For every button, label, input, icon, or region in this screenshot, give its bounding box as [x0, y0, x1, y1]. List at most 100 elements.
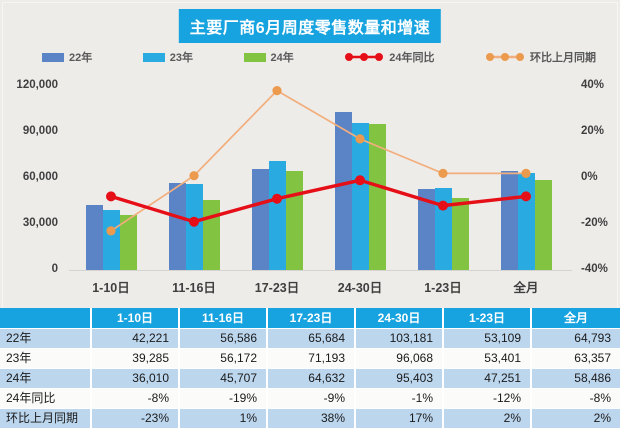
- table-cell-r0-c5: 64,793: [532, 329, 620, 349]
- x-axis-label-c5: 全月: [513, 281, 539, 295]
- table-cell-r4-c2: 38%: [268, 409, 356, 429]
- bar-y22-c4: [417, 188, 435, 270]
- bar-y24-c0: [119, 214, 137, 270]
- right-axis-tick: 20%: [581, 125, 605, 137]
- table-cell-r1-c2: 71,193: [268, 349, 356, 369]
- bar-y24-c3: [368, 123, 386, 270]
- table-header-cell-c2: 11-16日: [180, 308, 268, 329]
- x-axis-label-c1: 11-16日: [172, 281, 216, 295]
- x-axis-line: [69, 270, 572, 271]
- chart-legend: 22年 23年 24年 24年同比 环比上月同期: [42, 48, 596, 66]
- x-axis-label-c0: 1-10日: [92, 281, 130, 295]
- table-cell-r0-c0: 42,221: [92, 329, 180, 349]
- legend-bar-swatch-icon: [243, 52, 266, 62]
- legend-label-mom: 环比上月同期: [530, 52, 596, 64]
- table-cell-r0-c1: 56,586: [180, 329, 268, 349]
- bar-y23-c4: [434, 188, 452, 270]
- table-cell-r0-c3: 103,181: [356, 329, 444, 349]
- legend-item-y24: 24年: [243, 49, 294, 65]
- table-header-cell-c1: 1-10日: [92, 308, 180, 329]
- page-title: 主要厂商6月周度零售数量和增速: [178, 9, 442, 43]
- right-axis-tick: 0%: [581, 171, 598, 183]
- bar-y23-c0: [102, 209, 120, 270]
- bar-y23-c3: [351, 122, 369, 270]
- yoy-point-c0: [106, 191, 116, 202]
- table-cell-r2-c1: 45,707: [180, 369, 268, 389]
- table-row-label-r1: 23年: [0, 349, 92, 369]
- table-cell-r2-c2: 64,632: [268, 369, 356, 389]
- table-row-label-r3: 24年同比: [0, 389, 92, 409]
- bar-y24-c5: [534, 180, 552, 270]
- table-cell-r4-c1: 1%: [180, 409, 268, 429]
- legend-label-y24: 24年: [270, 52, 294, 64]
- legend-line-swatch-icon: [345, 53, 384, 61]
- table-cell-r4-c0: -23%: [92, 409, 180, 429]
- table-row-label-r0: 22年: [0, 329, 92, 349]
- table-cell-r4-c4: 2%: [444, 409, 532, 429]
- table-cell-r3-c1: -19%: [180, 389, 268, 409]
- x-axis-label-c2: 17-23日: [254, 281, 300, 295]
- table-header-cell-c6: 全月: [532, 308, 620, 329]
- legend-item-mom: 环比上月同期: [485, 49, 596, 65]
- table-row-label-r4: 环比上月同期: [0, 409, 92, 429]
- legend-label-y23: 23年: [169, 52, 193, 64]
- bar-y22-c1: [168, 183, 186, 270]
- table-cell-r0-c2: 65,684: [268, 329, 356, 349]
- table-cell-r0-c4: 53,109: [444, 329, 532, 349]
- left-axis-tick: 90,000: [22, 125, 58, 137]
- table-cell-r1-c0: 39,285: [92, 349, 180, 369]
- mom-point-c4: [438, 168, 448, 178]
- table-cell-r1-c1: 56,172: [180, 349, 268, 369]
- left-axis-tick: 60,000: [22, 171, 58, 183]
- table-header-cell-c5: 1-23日: [444, 308, 532, 329]
- table-cell-r4-c5: 2%: [532, 409, 620, 429]
- bar-y24-c2: [285, 170, 303, 270]
- table-cell-r2-c3: 95,403: [356, 369, 444, 389]
- table-cell-r3-c5: -8%: [532, 389, 620, 409]
- table-header-cell-c4: 24-30日: [356, 308, 444, 329]
- bar-y24-c4: [451, 197, 469, 270]
- right-axis-tick: -40%: [581, 263, 608, 275]
- bar-y24-c1: [202, 199, 220, 270]
- table-cell-r1-c5: 63,357: [532, 349, 620, 369]
- bar-y22-c5: [500, 170, 518, 270]
- x-axis-label-c3: 24-30日: [337, 281, 383, 295]
- right-axis-tick: -20%: [581, 217, 608, 229]
- legend-label-y22: 22年: [69, 52, 93, 64]
- table-cell-r3-c4: -12%: [444, 389, 532, 409]
- x-axis-label-c4: 1-23日: [424, 281, 462, 295]
- table-cell-r2-c0: 36,010: [92, 369, 180, 389]
- bar-y22-c3: [334, 111, 352, 270]
- table-cell-r3-c3: -1%: [356, 389, 444, 409]
- legend-item-y22: 22年: [42, 49, 92, 65]
- table-row-label-r2: 24年: [0, 369, 92, 389]
- table-header-cell-c0: [0, 308, 92, 329]
- table-cell-r3-c2: -9%: [268, 389, 356, 409]
- bar-y23-c5: [517, 172, 535, 270]
- legend-line-swatch-icon: [486, 53, 524, 61]
- table-header-cell-c3: 17-23日: [268, 308, 356, 329]
- table-cell-r2-c5: 58,486: [532, 369, 620, 389]
- mom-point-c2: [272, 86, 282, 96]
- table-cell-r4-c3: 17%: [356, 409, 444, 429]
- bar-y23-c2: [268, 160, 286, 270]
- data-table: 1-10日 11-16日 17-23日 24-30日 1-23日 全月 22年 42,221 5…: [0, 308, 620, 429]
- bar-y23-c1: [185, 183, 203, 270]
- bar-y22-c0: [85, 205, 103, 270]
- table-cell-r1-c3: 96,068: [356, 349, 444, 369]
- left-axis-tick: 30,000: [22, 217, 58, 229]
- table-cell-r3-c0: -8%: [92, 389, 180, 409]
- bar-y22-c2: [251, 169, 269, 270]
- right-axis-tick: 40%: [581, 79, 605, 91]
- mom-point-c1: [189, 171, 199, 181]
- legend-bar-swatch-icon: [142, 52, 165, 62]
- left-axis-tick: 0: [51, 263, 58, 275]
- legend-bar-swatch-icon: [42, 52, 64, 62]
- table-cell-r2-c4: 47,251: [444, 369, 532, 389]
- left-axis-tick: 120,000: [16, 79, 58, 91]
- table-cell-r1-c4: 53,401: [444, 349, 532, 369]
- legend-item-yoy: 24年同比: [344, 49, 435, 65]
- legend-label-yoy: 24年同比: [389, 52, 435, 64]
- legend-item-y23: 23年: [142, 49, 193, 65]
